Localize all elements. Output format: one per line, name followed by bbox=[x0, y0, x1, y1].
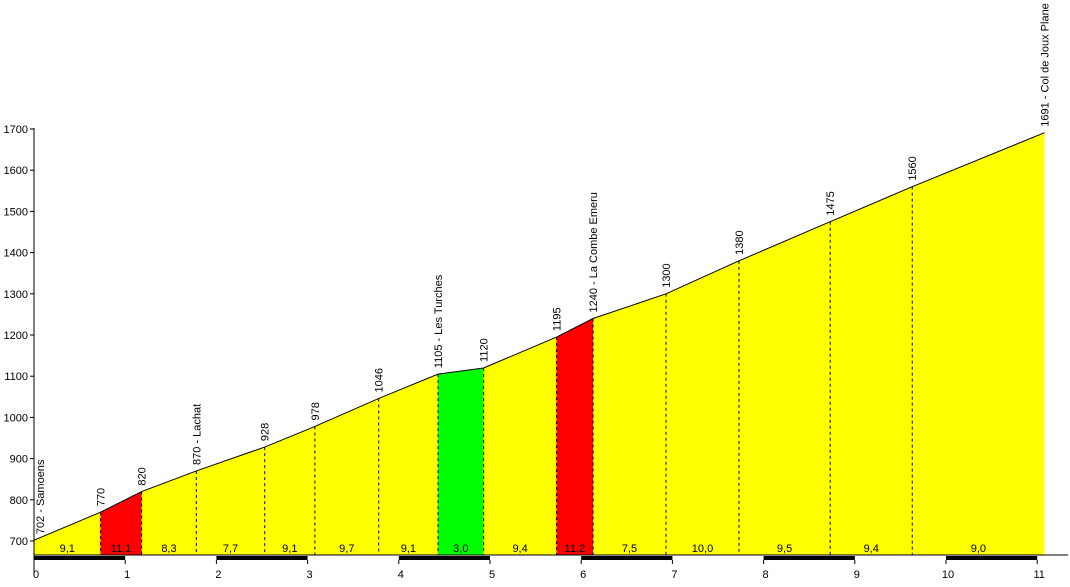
segment-gradient-label: 9,4 bbox=[864, 543, 879, 555]
y-axis-tick-label: 1000 bbox=[4, 412, 28, 424]
y-axis-tick-label: 1700 bbox=[4, 124, 28, 136]
chart-axes: 7008009001000110012001300140015001600170… bbox=[4, 124, 1068, 581]
km-scale-block bbox=[581, 556, 673, 560]
segment-gradient-label: 3,0 bbox=[453, 543, 468, 555]
x-axis-tick-label: 7 bbox=[671, 569, 677, 581]
segment-gradient-label: 7,5 bbox=[622, 543, 637, 555]
x-axis-tick-label: 2 bbox=[215, 569, 221, 581]
profile-segment bbox=[34, 512, 101, 555]
waypoint-elevation-label: 1380 bbox=[734, 230, 746, 254]
profile-segment bbox=[314, 398, 379, 555]
x-axis-tick-label: 5 bbox=[489, 569, 495, 581]
x-axis-tick-label: 4 bbox=[398, 569, 404, 581]
y-axis-tick-label: 800 bbox=[10, 495, 28, 507]
segment-gradient-label: 9,1 bbox=[60, 543, 75, 555]
segment-gradient-label: 11,1 bbox=[111, 543, 132, 555]
profile-segment bbox=[556, 318, 594, 555]
y-axis-tick-label: 1100 bbox=[4, 371, 28, 383]
waypoint-elevation-label: 770 bbox=[96, 488, 108, 506]
x-axis-tick-label: 6 bbox=[580, 569, 586, 581]
y-axis-tick-label: 1300 bbox=[4, 289, 28, 301]
segment-gradient-label: 9,5 bbox=[777, 543, 792, 555]
gradient-segments bbox=[33, 132, 1045, 555]
y-axis-tick-label: 700 bbox=[10, 536, 28, 548]
segment-gradient-label: 9,1 bbox=[401, 543, 416, 555]
profile-segment bbox=[912, 132, 1045, 555]
profile-segment bbox=[738, 221, 831, 555]
y-axis-tick-label: 1400 bbox=[4, 248, 28, 260]
profile-segment bbox=[438, 367, 484, 555]
segment-gradient-label: 10,0 bbox=[692, 543, 713, 555]
waypoint-elevation-label: 1195 bbox=[552, 307, 564, 331]
km-scale-block bbox=[398, 556, 490, 560]
km-scale-block bbox=[34, 556, 126, 560]
km-scale-block bbox=[216, 556, 308, 560]
waypoint-elevation-label: 702 - Samoens bbox=[35, 459, 47, 534]
waypoint-elevation-label: 1300 bbox=[661, 263, 673, 287]
profile-segment bbox=[378, 374, 439, 555]
y-axis-tick-label: 1600 bbox=[4, 165, 28, 177]
y-axis-tick-label: 1500 bbox=[4, 206, 28, 218]
waypoint-elevation-label: 820 bbox=[137, 467, 149, 485]
segment-gradient-label: 9,0 bbox=[971, 543, 986, 555]
y-axis-tick-label: 1200 bbox=[4, 330, 28, 342]
waypoint-elevation-label: 1046 bbox=[374, 368, 386, 392]
profile-segment bbox=[593, 293, 667, 555]
waypoint-elevation-label: 928 bbox=[260, 423, 272, 441]
waypoint-elevation-label: 1240 - La Combe Emeru bbox=[588, 192, 600, 312]
profile-segment bbox=[264, 426, 315, 555]
segment-gradient-label: 9,4 bbox=[512, 543, 527, 555]
waypoint-elevation-label: 1691 - Col de Joux Plane bbox=[1039, 3, 1051, 127]
km-scale-block bbox=[763, 556, 855, 560]
profile-segment bbox=[830, 186, 913, 555]
segment-gradient-label: 8,3 bbox=[161, 543, 176, 555]
x-axis-tick-label: 11 bbox=[1033, 569, 1044, 581]
x-axis-tick-label: 1 bbox=[124, 569, 130, 581]
segment-gradient-label: 9,7 bbox=[339, 543, 354, 555]
waypoint-elevation-label: 870 - Lachat bbox=[191, 404, 203, 465]
x-axis-tick-label: 10 bbox=[942, 569, 954, 581]
waypoint-elevation-label: 1105 - Les Turches bbox=[433, 274, 445, 368]
waypoint-elevation-label: 1560 bbox=[907, 156, 919, 180]
x-axis-tick-label: 9 bbox=[854, 569, 860, 581]
y-axis-tick-label: 900 bbox=[10, 454, 28, 466]
km-scale-block bbox=[946, 556, 1038, 560]
x-axis-tick-label: 8 bbox=[763, 569, 769, 581]
segment-gradient-label: 11,2 bbox=[565, 543, 586, 555]
profile-segment bbox=[666, 260, 739, 555]
profile-segment bbox=[483, 337, 557, 555]
segment-gradient-label: 9,1 bbox=[282, 543, 297, 555]
profile-segment bbox=[196, 447, 265, 555]
km-scale-bar bbox=[34, 556, 1068, 560]
segment-gradient-label: 7,7 bbox=[223, 543, 238, 555]
chart-labels: 9,1 11,1 8,3 7,7 9,1 9,7 9,1 3,0 9,4 11,2 7,5 10,0 9… bbox=[35, 3, 1051, 555]
waypoint-elevation-label: 1120 bbox=[479, 338, 491, 362]
waypoint-elevation-label: 978 bbox=[310, 402, 322, 420]
profile-outline bbox=[33, 132, 1045, 541]
profile-segment bbox=[141, 470, 197, 555]
waypoint-elevation-label: 1475 bbox=[825, 191, 837, 215]
x-axis-tick-label: 3 bbox=[307, 569, 313, 581]
x-axis-tick-label: 0 bbox=[33, 569, 39, 581]
